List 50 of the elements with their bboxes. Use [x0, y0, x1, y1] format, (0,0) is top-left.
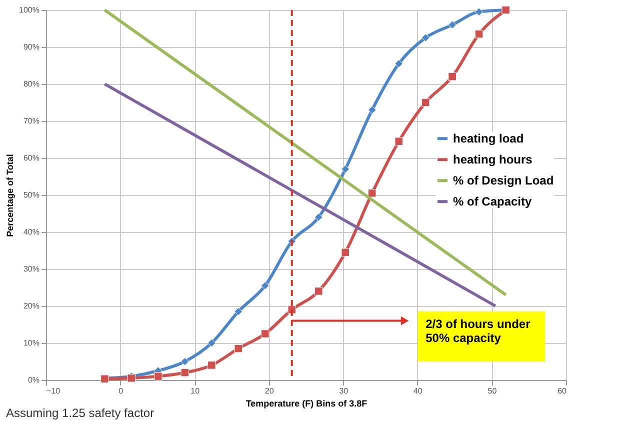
point — [341, 248, 350, 256]
y-tick-label: 80% — [23, 80, 40, 88]
y-tick-label: 40% — [23, 228, 40, 236]
point — [368, 106, 376, 114]
point — [448, 20, 456, 29]
point — [314, 213, 323, 222]
point — [394, 137, 403, 146]
x-tick-label: 30 — [339, 386, 349, 396]
y-tick-label: 60% — [23, 154, 40, 162]
point — [341, 164, 350, 174]
point — [234, 344, 243, 353]
x-tick-label: 0 — [118, 386, 124, 396]
point — [180, 357, 190, 366]
y-tick-label: 100% — [19, 6, 40, 14]
y-tick-label: 70% — [23, 116, 40, 126]
point — [208, 338, 216, 348]
y-tick-label: 0% — [28, 376, 40, 384]
x-tick-label: 20 — [264, 386, 274, 396]
x-tick-label: 60 — [558, 386, 568, 396]
point — [421, 34, 430, 42]
legend-label: % of Design Load — [453, 174, 554, 188]
point — [208, 361, 216, 370]
x-axis-title: Temperature (F) Bins of 3.8F — [246, 398, 368, 408]
legend-label: heating hours — [453, 152, 533, 167]
point — [394, 60, 403, 68]
y-tick-label: 30% — [23, 264, 40, 274]
x-tick-label: −10 — [46, 386, 61, 396]
point — [234, 307, 243, 316]
x-tick-label: 50 — [488, 386, 498, 396]
point — [261, 330, 270, 338]
y-tick-label: 20% — [23, 302, 40, 310]
point — [314, 287, 323, 296]
y-tick-label: 50% — [23, 190, 40, 200]
point — [448, 72, 456, 81]
legend-label: % of Capacity — [453, 194, 532, 209]
point — [474, 30, 484, 38]
point — [474, 8, 484, 16]
point — [180, 368, 190, 377]
text: Assuming 1.25 safety factor — [6, 406, 154, 420]
annotation: 2/3 of hours under 50% capacity — [426, 316, 531, 345]
point — [421, 98, 430, 107]
point — [261, 282, 270, 290]
x-tick-label: 40 — [413, 386, 423, 396]
point — [368, 189, 376, 198]
legend-label: heating load — [453, 132, 524, 146]
x-tick-label: 10 — [190, 386, 200, 396]
y-axis-title: Percentage of Total — [5, 154, 16, 237]
y-tick-label: 10% — [23, 338, 40, 348]
y-tick-label: 90% — [23, 42, 40, 52]
point — [154, 372, 162, 380]
